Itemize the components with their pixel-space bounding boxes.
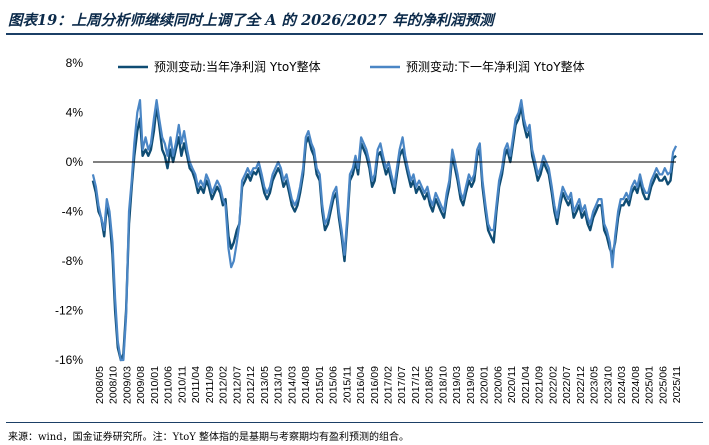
- x-tick-label: 2010/06: [163, 366, 175, 404]
- y-tick-label: 8%: [66, 56, 84, 70]
- series-line-1: [91, 105, 677, 362]
- source-rule: [6, 422, 703, 423]
- x-tick-label: 2020/11: [506, 366, 518, 403]
- x-tick-label: 2018/05: [424, 366, 436, 404]
- x-tick-label: 2024/03: [616, 366, 628, 404]
- x-tick-label: 2022/12: [575, 366, 587, 404]
- x-tick-label: 2015/01: [314, 366, 326, 404]
- title-rule: [6, 33, 703, 35]
- x-tick-label: 2010/01: [149, 366, 161, 404]
- y-axis: 8% 4% 0% -4% -8% -12% -16%: [55, 56, 83, 367]
- x-tick-label: 2011/09: [204, 366, 216, 403]
- x-tick-label: 2015/11: [341, 366, 353, 403]
- y-tick-label: 0%: [66, 155, 84, 169]
- x-tick-label: 2017/02: [383, 366, 395, 404]
- x-tick-label: 2013/10: [273, 366, 285, 404]
- x-tick-label: 2025/11: [671, 366, 683, 403]
- x-tick-label: 2012/12: [245, 366, 257, 404]
- x-tick-label: 2020/06: [492, 366, 504, 404]
- line-chart: 8%4%0%-4%-8%-12%-16% 2008/05 2008/10 2009/…: [55, 56, 683, 404]
- legend-label-1: 预测变动:当年净利润 YtoY整体: [154, 59, 321, 74]
- x-tick-label: 2015/06: [328, 366, 340, 404]
- x-tick-label: 2021/04: [520, 366, 532, 404]
- x-tick-label: 2019/08: [465, 366, 477, 404]
- source-note: 来源：wind，国金证券研究所。注：YtoY 整体指的是基期与考察期均有盈利预测…: [8, 432, 410, 443]
- x-tick-label: 2014/03: [286, 366, 298, 404]
- y-tick-label: 4%: [66, 106, 84, 120]
- figure-title: 图表19：上周分析师继续同时上调了全 A 的 2026/2027 年的净利润预测: [8, 12, 494, 29]
- x-tick-label: 2013/05: [259, 366, 271, 404]
- x-tick-label: 2017/12: [410, 366, 422, 404]
- x-tick-label: 2023/05: [589, 366, 601, 404]
- x-tick-label: 2009/08: [135, 366, 147, 404]
- x-tick-label: 2022/07: [561, 366, 573, 404]
- title-bar: 图表19：上周分析师继续同时上调了全 A 的 2026/2027 年的净利润预测: [0, 0, 709, 38]
- x-tick-label: 2025/06: [657, 366, 669, 404]
- x-tick-label: 2014/08: [300, 366, 312, 404]
- legend: 预测变动:当年净利润 YtoY整体 预测变动:下一年净利润 YtoY整体: [118, 59, 585, 74]
- x-tick-label: 2020/01: [479, 366, 491, 404]
- x-tick-label: 2025/01: [644, 366, 656, 404]
- x-tick-label: 2009/03: [122, 366, 134, 404]
- y-tick-label: -12%: [55, 304, 83, 318]
- x-tick-label: 2010/11: [176, 366, 188, 403]
- x-tick-label: 2016/09: [369, 366, 381, 404]
- x-tick-label: 2018/10: [438, 366, 450, 404]
- x-tick-label: 2012/07: [231, 366, 243, 404]
- x-tick-label: 2017/07: [396, 366, 408, 404]
- x-tick-label: 2021/09: [534, 366, 546, 404]
- x-axis: 2008/05 2008/10 2009/03 2009/08 2010/01 2010/…: [94, 366, 683, 404]
- x-tick-label: 2016/04: [355, 366, 367, 404]
- series-line-2: [91, 99, 678, 362]
- x-tick-label: 2023/10: [602, 366, 614, 404]
- x-tick-label: 2012/02: [218, 366, 230, 404]
- legend-label-2: 预测变动:下一年净利润 YtoY整体: [406, 59, 585, 74]
- x-tick-label: 2019/03: [451, 366, 463, 404]
- x-tick-label: 2008/05: [94, 366, 106, 404]
- x-tick-label: 2024/08: [630, 366, 642, 404]
- y-tick-label: -4%: [62, 205, 84, 219]
- x-tick-label: 2008/10: [108, 366, 120, 404]
- series-group: [91, 99, 678, 362]
- y-tick-label: -16%: [55, 353, 83, 367]
- y-tick-label: -8%: [62, 254, 84, 268]
- x-tick-label: 2011/04: [190, 366, 202, 403]
- x-tick-label: 2022/02: [547, 366, 559, 404]
